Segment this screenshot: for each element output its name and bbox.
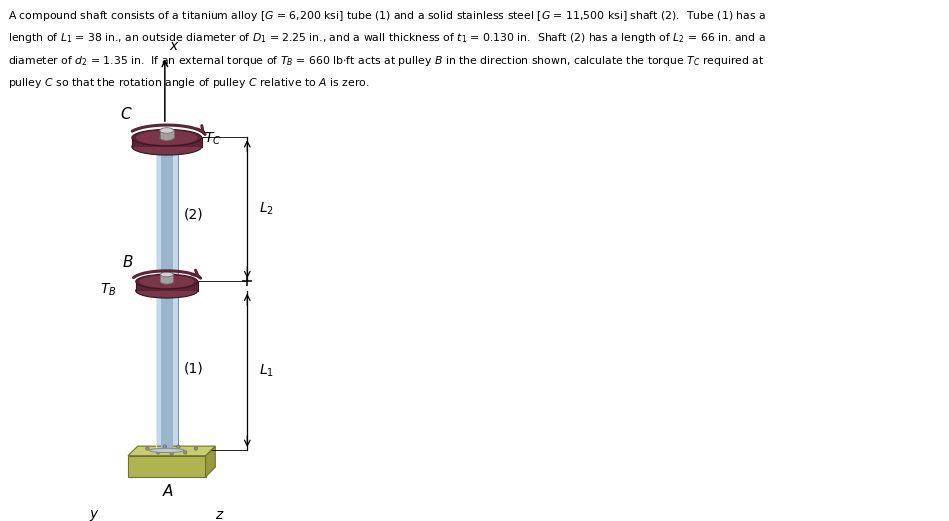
Ellipse shape xyxy=(159,128,174,133)
Text: $L_1$: $L_1$ xyxy=(259,362,274,379)
Text: $L_2$: $L_2$ xyxy=(259,201,274,217)
Polygon shape xyxy=(156,287,177,450)
Text: (2): (2) xyxy=(184,208,203,222)
Ellipse shape xyxy=(140,275,195,288)
Ellipse shape xyxy=(136,274,197,289)
Polygon shape xyxy=(156,287,158,450)
Polygon shape xyxy=(136,281,197,291)
Circle shape xyxy=(177,445,180,449)
Polygon shape xyxy=(156,143,158,287)
Circle shape xyxy=(195,447,197,450)
Polygon shape xyxy=(160,275,173,281)
Ellipse shape xyxy=(160,279,173,284)
Text: (1): (1) xyxy=(184,362,203,376)
Polygon shape xyxy=(128,456,206,477)
Ellipse shape xyxy=(149,449,184,453)
Polygon shape xyxy=(132,138,202,147)
Ellipse shape xyxy=(136,283,197,298)
Text: $T_C$: $T_C$ xyxy=(204,130,221,146)
Circle shape xyxy=(170,452,174,455)
Circle shape xyxy=(157,451,159,454)
Ellipse shape xyxy=(159,135,174,141)
Circle shape xyxy=(145,447,149,450)
Ellipse shape xyxy=(136,130,197,145)
Text: length of $L_1$ = 38 in., an outside diameter of $D_1$ = 2.25 in., and a wall th: length of $L_1$ = 38 in., an outside dia… xyxy=(8,31,766,45)
Text: A compound shaft consists of a titanium alloy [$G$ = 6,200 ksi] tube (1) and a s: A compound shaft consists of a titanium … xyxy=(8,9,766,22)
Text: $z$: $z$ xyxy=(215,507,225,521)
Polygon shape xyxy=(206,446,215,477)
Text: $x$: $x$ xyxy=(169,39,179,53)
Ellipse shape xyxy=(132,129,202,146)
Circle shape xyxy=(183,451,187,454)
Text: $T_B$: $T_B$ xyxy=(100,282,117,298)
Polygon shape xyxy=(156,143,177,287)
Polygon shape xyxy=(159,130,174,138)
Polygon shape xyxy=(160,287,173,450)
Circle shape xyxy=(163,445,167,449)
Text: diameter of $d_2$ = 1.35 in.  If an external torque of $T_B$ = 660 lb$\cdot$ft a: diameter of $d_2$ = 1.35 in. If an exter… xyxy=(8,54,764,68)
Text: $C$: $C$ xyxy=(121,106,133,122)
Text: $y$: $y$ xyxy=(89,507,100,521)
Ellipse shape xyxy=(160,272,173,277)
Text: pulley $C$ so that the rotation angle of pulley $C$ relative to $A$ is zero.: pulley $C$ so that the rotation angle of… xyxy=(8,76,369,90)
Text: $A$: $A$ xyxy=(161,482,174,499)
Polygon shape xyxy=(160,143,173,287)
Text: $B$: $B$ xyxy=(122,254,134,269)
Polygon shape xyxy=(128,446,215,456)
Ellipse shape xyxy=(132,139,202,155)
